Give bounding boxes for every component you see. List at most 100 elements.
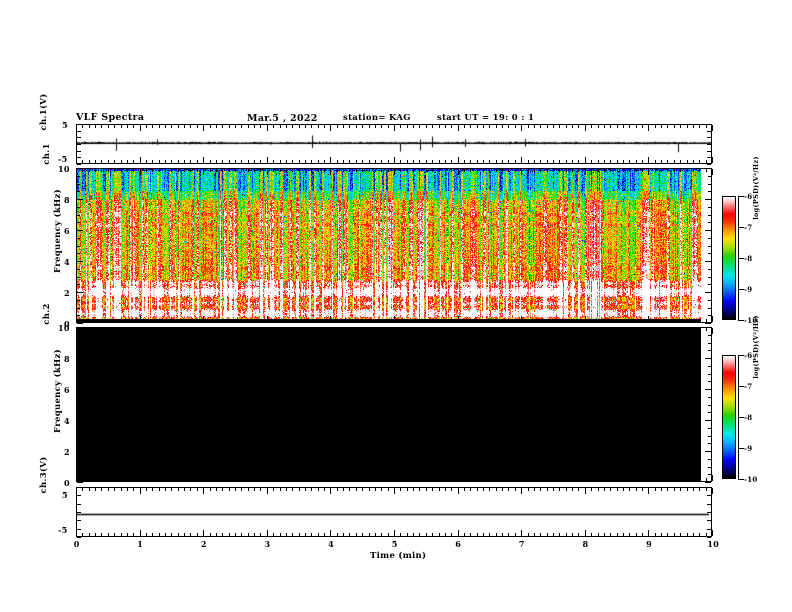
axis-tick xyxy=(121,328,122,331)
axis-tick xyxy=(82,169,83,172)
axis-tick xyxy=(553,478,554,481)
axis-tick xyxy=(394,475,395,481)
axis-tick xyxy=(407,488,408,491)
axis-tick xyxy=(585,157,586,163)
axis-tick xyxy=(674,533,675,536)
axis-tick xyxy=(515,319,516,322)
axis-tick xyxy=(121,478,122,481)
axis-tick xyxy=(337,478,338,481)
axis-tick xyxy=(534,169,535,172)
axis-tick xyxy=(121,533,122,536)
axis-tick xyxy=(693,160,694,163)
axis-tick xyxy=(426,328,427,331)
axis-tick xyxy=(674,478,675,481)
axis-tick xyxy=(591,160,592,163)
axis-tick xyxy=(400,533,401,536)
axis-tick xyxy=(159,478,160,481)
axis-tick xyxy=(77,405,80,406)
axis-tick xyxy=(381,328,382,331)
axis-tick xyxy=(470,319,471,322)
axis-tick xyxy=(165,478,166,481)
axis-tick xyxy=(146,478,147,481)
axis-tick xyxy=(419,160,420,163)
axis-tick xyxy=(432,169,433,172)
axis-tick xyxy=(629,319,630,322)
axis-tick xyxy=(305,169,306,172)
axis-tick xyxy=(578,328,579,331)
axis-tick xyxy=(171,319,172,322)
axis-tick xyxy=(712,488,713,494)
axis-tick xyxy=(708,350,711,351)
axis-tick xyxy=(642,478,643,481)
axis-tick xyxy=(318,125,319,128)
axis-tick xyxy=(356,125,357,128)
axis-tick xyxy=(610,169,611,172)
axis-tick xyxy=(445,125,446,128)
axis-tick xyxy=(159,533,160,536)
axis-tick xyxy=(521,488,522,494)
axis-tick xyxy=(77,292,83,293)
axis-tick xyxy=(77,381,80,382)
axis-tick xyxy=(661,319,662,322)
axis-tick xyxy=(528,488,529,491)
axis-tick xyxy=(388,169,389,172)
axis-tick xyxy=(699,478,700,481)
axis-tick xyxy=(578,125,579,128)
axis-tick xyxy=(178,319,179,322)
axis-tick xyxy=(566,488,567,491)
ch1-spectrogram-panel xyxy=(76,168,712,323)
axis-tick xyxy=(159,125,160,128)
axis-tick xyxy=(458,488,459,494)
axis-tick xyxy=(483,319,484,322)
ch2-spec-axis-label-freq: Frequency (kHz) xyxy=(53,349,63,433)
axis-tick xyxy=(77,520,81,521)
axis-tick xyxy=(708,443,711,444)
axis-tick xyxy=(343,169,344,172)
axis-tick xyxy=(375,488,376,491)
axis-tick xyxy=(547,533,548,536)
axis-tick xyxy=(235,319,236,322)
axis-tick xyxy=(241,488,242,491)
axis-tick xyxy=(534,328,535,331)
axis-tick xyxy=(248,125,249,128)
axis-tick xyxy=(477,160,478,163)
axis-tick xyxy=(127,488,128,491)
axis-tick xyxy=(547,328,548,331)
axis-tick xyxy=(260,125,261,128)
axis-tick xyxy=(267,169,268,175)
axis-tick xyxy=(82,328,83,331)
axis-tick xyxy=(508,160,509,163)
axis-tick xyxy=(260,160,261,163)
axis-tick xyxy=(648,530,649,536)
axis-tick xyxy=(483,169,484,172)
axis-tick xyxy=(356,160,357,163)
axis-tick xyxy=(248,169,249,172)
ch2-spec-ytick-label: 4 xyxy=(64,416,70,426)
axis-tick xyxy=(190,478,191,481)
axis-tick xyxy=(140,157,141,163)
axis-tick xyxy=(661,125,662,128)
axis-tick xyxy=(687,319,688,322)
axis-tick xyxy=(636,125,637,128)
axis-tick xyxy=(591,319,592,322)
axis-tick xyxy=(178,328,179,331)
axis-tick xyxy=(477,533,478,536)
axis-tick xyxy=(77,327,83,328)
ch2-spec-axis-label-ch: ch.2 xyxy=(42,303,52,325)
axis-tick xyxy=(515,478,516,481)
axis-tick xyxy=(127,328,128,331)
axis-tick xyxy=(648,157,649,163)
x-axis-tick-label: 2 xyxy=(200,539,207,549)
axis-tick xyxy=(642,125,643,128)
axis-tick xyxy=(362,488,363,491)
axis-tick xyxy=(674,319,675,322)
axis-tick xyxy=(248,488,249,491)
axis-tick xyxy=(521,316,522,322)
axis-tick xyxy=(114,160,115,163)
axis-tick xyxy=(273,478,274,481)
axis-tick xyxy=(77,467,80,468)
axis-tick xyxy=(77,284,80,285)
axis-tick xyxy=(708,474,711,475)
axis-tick xyxy=(540,169,541,172)
axis-tick xyxy=(591,125,592,128)
